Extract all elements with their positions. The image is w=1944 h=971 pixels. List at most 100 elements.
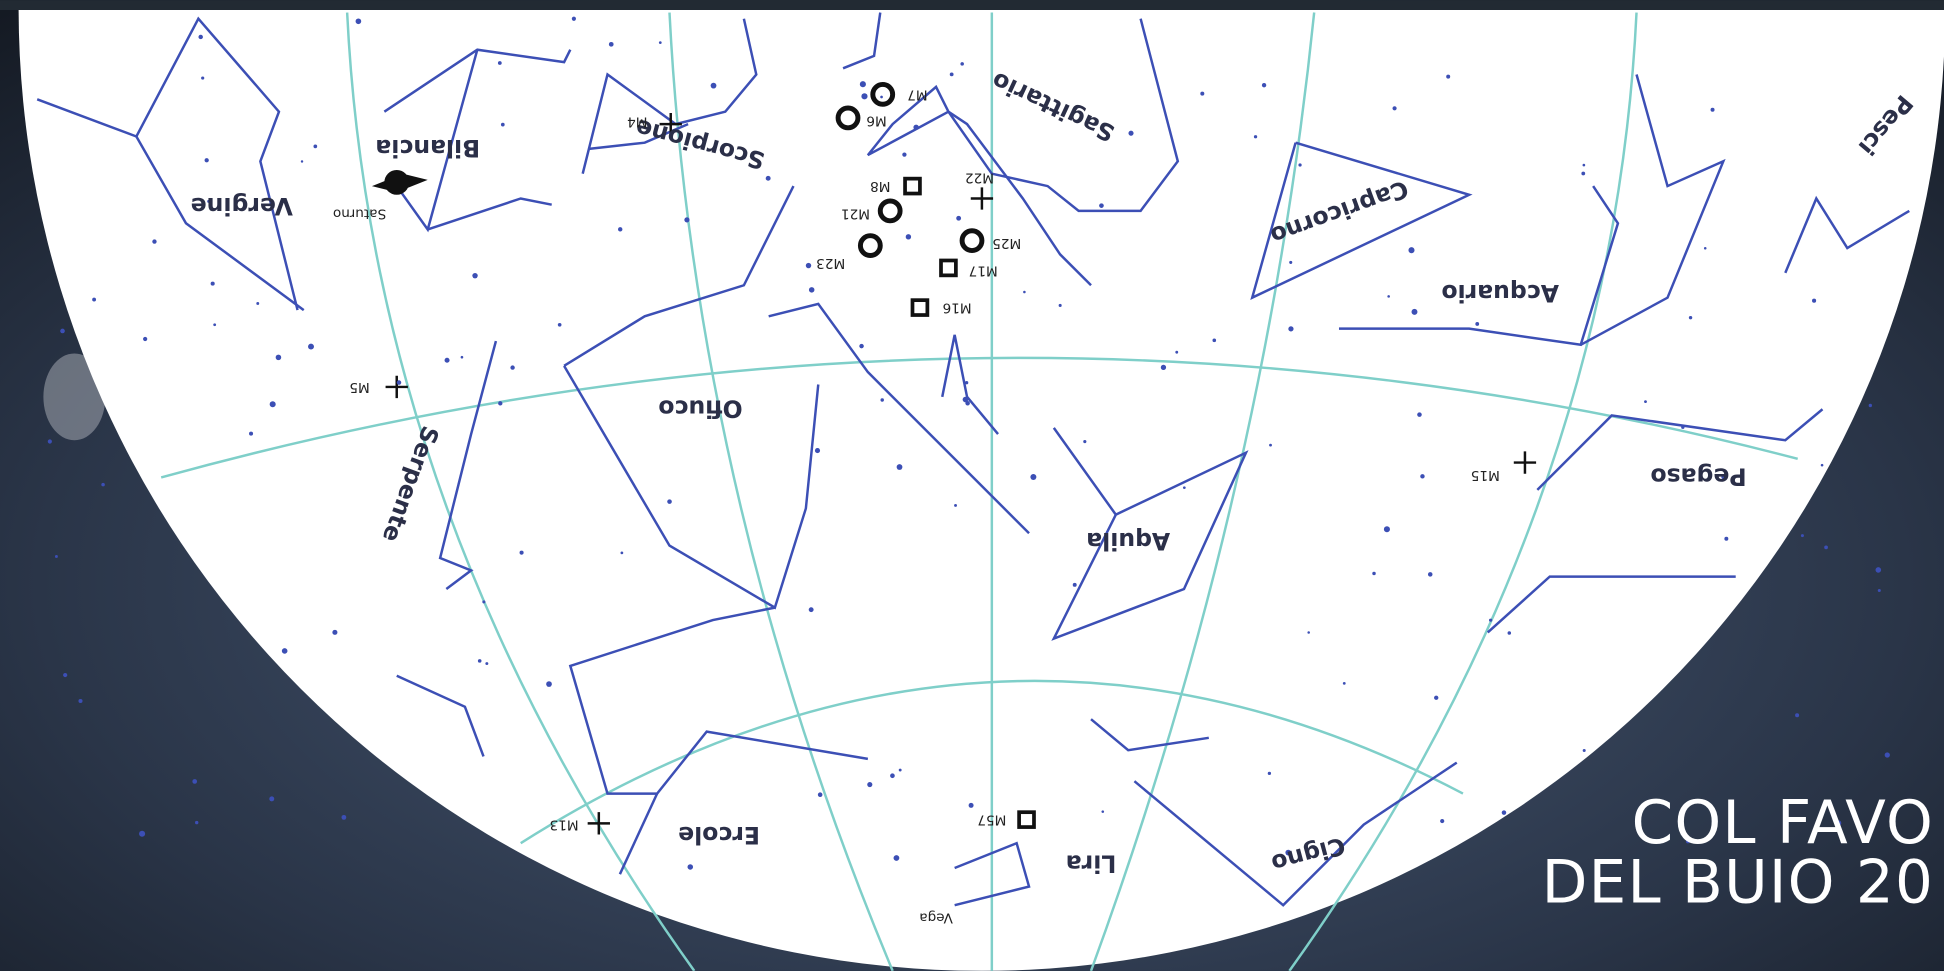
star-dot	[78, 698, 83, 704]
star-dot	[620, 551, 624, 555]
nebula-marker	[1017, 810, 1036, 829]
disc	[18, 10, 1944, 971]
star-dot	[1440, 819, 1445, 824]
star-dot	[1824, 545, 1828, 550]
star-dot	[1101, 810, 1105, 813]
object-label: M4	[627, 114, 647, 130]
star-dot	[92, 297, 97, 302]
star-dot	[213, 323, 217, 327]
star-dot	[1835, 820, 1842, 826]
star-dot	[1800, 534, 1804, 538]
cluster-marker	[870, 81, 896, 107]
banner-line: DEL BUIO 20	[1542, 849, 1935, 918]
star-dot	[1030, 474, 1037, 481]
star-dot	[1446, 74, 1451, 79]
star-dot	[472, 272, 478, 279]
star-dot	[880, 398, 884, 402]
star-dot	[249, 431, 254, 436]
star-dot	[477, 659, 482, 663]
galaxy	[43, 353, 106, 441]
star-dot	[1083, 440, 1087, 444]
star-dot	[355, 18, 362, 25]
globular-marker	[587, 812, 610, 835]
star-dot	[905, 234, 912, 240]
star-dot	[867, 781, 873, 788]
star-dot	[204, 158, 209, 163]
star-dot	[861, 93, 868, 100]
star-dot	[1058, 303, 1062, 307]
star-dot	[1408, 247, 1415, 254]
star-dot	[1212, 338, 1217, 343]
star-dot	[893, 855, 900, 861]
star-dot	[808, 607, 814, 613]
top-band	[0, 0, 1944, 11]
star-dot	[201, 76, 205, 80]
star-dot	[210, 281, 215, 286]
star-dot	[667, 499, 672, 504]
star-dot	[1812, 298, 1817, 303]
star-dot	[195, 820, 199, 825]
star-dot	[1688, 315, 1693, 320]
star-dot	[859, 81, 866, 88]
constellation-label: Lira	[1066, 849, 1117, 877]
star-dot	[913, 124, 919, 131]
star-dot	[1298, 163, 1302, 167]
globular-marker	[970, 187, 994, 210]
star-dot	[1820, 463, 1824, 467]
object-label: M21	[841, 205, 870, 221]
star-dot	[1072, 582, 1077, 587]
star-dot	[1644, 400, 1647, 404]
constellation-label: Bilancia	[375, 134, 480, 162]
star-dot	[1884, 752, 1890, 758]
star-dot	[571, 16, 576, 21]
object-label: M15	[1471, 467, 1500, 483]
star-dot	[1099, 203, 1104, 208]
star-dot	[1128, 130, 1134, 136]
object-label: M7	[907, 86, 927, 102]
star-dot	[396, 380, 402, 385]
star-dot	[1160, 364, 1167, 371]
star-dot	[269, 401, 276, 408]
star-dot	[965, 401, 970, 406]
star-dot	[1023, 290, 1026, 294]
star-dot	[960, 62, 964, 66]
star-dot	[1685, 839, 1690, 844]
star-dot	[152, 239, 157, 244]
star-dot	[497, 61, 502, 65]
cluster-marker	[835, 105, 861, 131]
star-dot	[1200, 91, 1205, 96]
star-dot	[896, 464, 903, 470]
star-dot	[898, 768, 902, 772]
star-dot	[1581, 171, 1586, 176]
star-dot	[808, 287, 815, 293]
star-dot	[1417, 412, 1422, 417]
globular-marker	[1513, 451, 1537, 474]
nebula-marker	[910, 298, 930, 317]
star-dot	[1582, 749, 1586, 753]
star-dot	[341, 814, 347, 820]
star-dot	[805, 262, 812, 269]
star-dot	[63, 672, 68, 678]
star-dot	[500, 122, 505, 127]
star-dot	[308, 343, 314, 350]
constellation-label: Ercole	[678, 821, 760, 849]
star-dot	[710, 82, 717, 89]
star-label: Vega	[919, 910, 953, 926]
star-dot	[968, 802, 974, 808]
star-dot	[902, 152, 907, 157]
star-dot	[60, 328, 65, 334]
star-dot	[962, 396, 969, 403]
star-dot	[880, 95, 883, 99]
star-dot	[101, 482, 105, 487]
constellation-label: Aquila	[1086, 527, 1170, 555]
star-dot	[1875, 567, 1882, 573]
star-dot	[1507, 631, 1512, 635]
globular-marker	[659, 112, 682, 136]
star-dot	[1877, 588, 1881, 593]
star-dot	[1411, 308, 1418, 315]
objects	[47, 16, 1890, 870]
star-dot	[1175, 350, 1179, 354]
star-dot	[1392, 106, 1397, 111]
